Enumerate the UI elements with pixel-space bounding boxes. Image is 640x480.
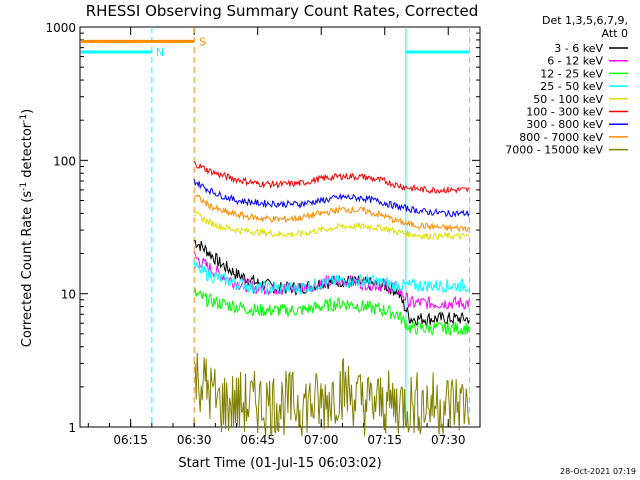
x-tick-label-3: 07:00 <box>304 433 339 447</box>
legend-label-8: 7000 - 15000 keV <box>505 144 603 157</box>
legend-header-line-1: Det 1,3,5,6,7,9, <box>542 14 628 27</box>
y-axis-label-sup1: -1 <box>19 182 29 191</box>
y-axis-label-end: ) <box>20 109 35 114</box>
legend-label-0: 3 - 6 keV <box>554 42 603 55</box>
x-tick-label-0: 06:15 <box>113 433 148 447</box>
saa-label: S <box>199 35 206 48</box>
series-line-1 <box>193 251 470 310</box>
series-line-5 <box>193 161 470 195</box>
y-tick-label-0: 1 <box>68 421 76 435</box>
legend-label-7: 800 - 7000 keV <box>519 131 603 144</box>
series-line-4 <box>194 210 470 241</box>
legend-label-6: 300 - 800 keV <box>526 118 603 131</box>
y-tick-label-2: 100 <box>53 154 76 168</box>
night-label: N <box>156 46 164 59</box>
x-tick-label-2: 06:45 <box>240 433 275 447</box>
series-line-3 <box>193 260 470 295</box>
legend-header-line-2: Att 0 <box>602 27 628 40</box>
plot-frame <box>79 26 481 428</box>
legend-label-4: 50 - 100 keV <box>533 93 603 106</box>
x-axis-label: Start Time (01-Jul-15 06:03:02) <box>178 456 381 471</box>
chart-title: RHESSI Observing Summary Count Rates, Co… <box>86 2 479 20</box>
legend-label-3: 25 - 50 keV <box>540 80 603 93</box>
y-tick-label-3: 1000 <box>45 21 76 35</box>
date-stamp: 28-Oct-2021 07:19 <box>560 467 636 476</box>
series-line-7 <box>194 194 470 233</box>
x-tick-label-1: 06:30 <box>177 433 212 447</box>
annotations: NS <box>81 27 470 427</box>
legend-label-1: 6 - 12 keV <box>547 55 603 68</box>
series-line-6 <box>193 179 470 218</box>
series-line-2 <box>193 287 470 337</box>
plot-area <box>79 26 481 428</box>
legend-label-5: 100 - 300 keV <box>526 106 603 119</box>
y-axis-label-sup2: -1 <box>19 114 29 123</box>
x-tick-label-4: 07:15 <box>367 433 402 447</box>
x-tick-label-5: 07:30 <box>431 433 466 447</box>
series-layer <box>193 161 470 437</box>
series-line-8 <box>193 352 470 437</box>
axis-ticks: 06:15 06:30 06:45 07:00 07:15 07:30 1 10 100 1000 <box>45 21 480 447</box>
y-tick-label-1: 10 <box>61 288 76 302</box>
legend-label-2: 12 - 25 keV <box>540 67 603 80</box>
y-axis-label-main: Corrected Count Rate (s <box>20 191 35 348</box>
y-axis-label: Corrected Count Rate (s-1 detector-1) <box>19 109 35 347</box>
y-axis-label-mid: detector <box>20 122 35 182</box>
